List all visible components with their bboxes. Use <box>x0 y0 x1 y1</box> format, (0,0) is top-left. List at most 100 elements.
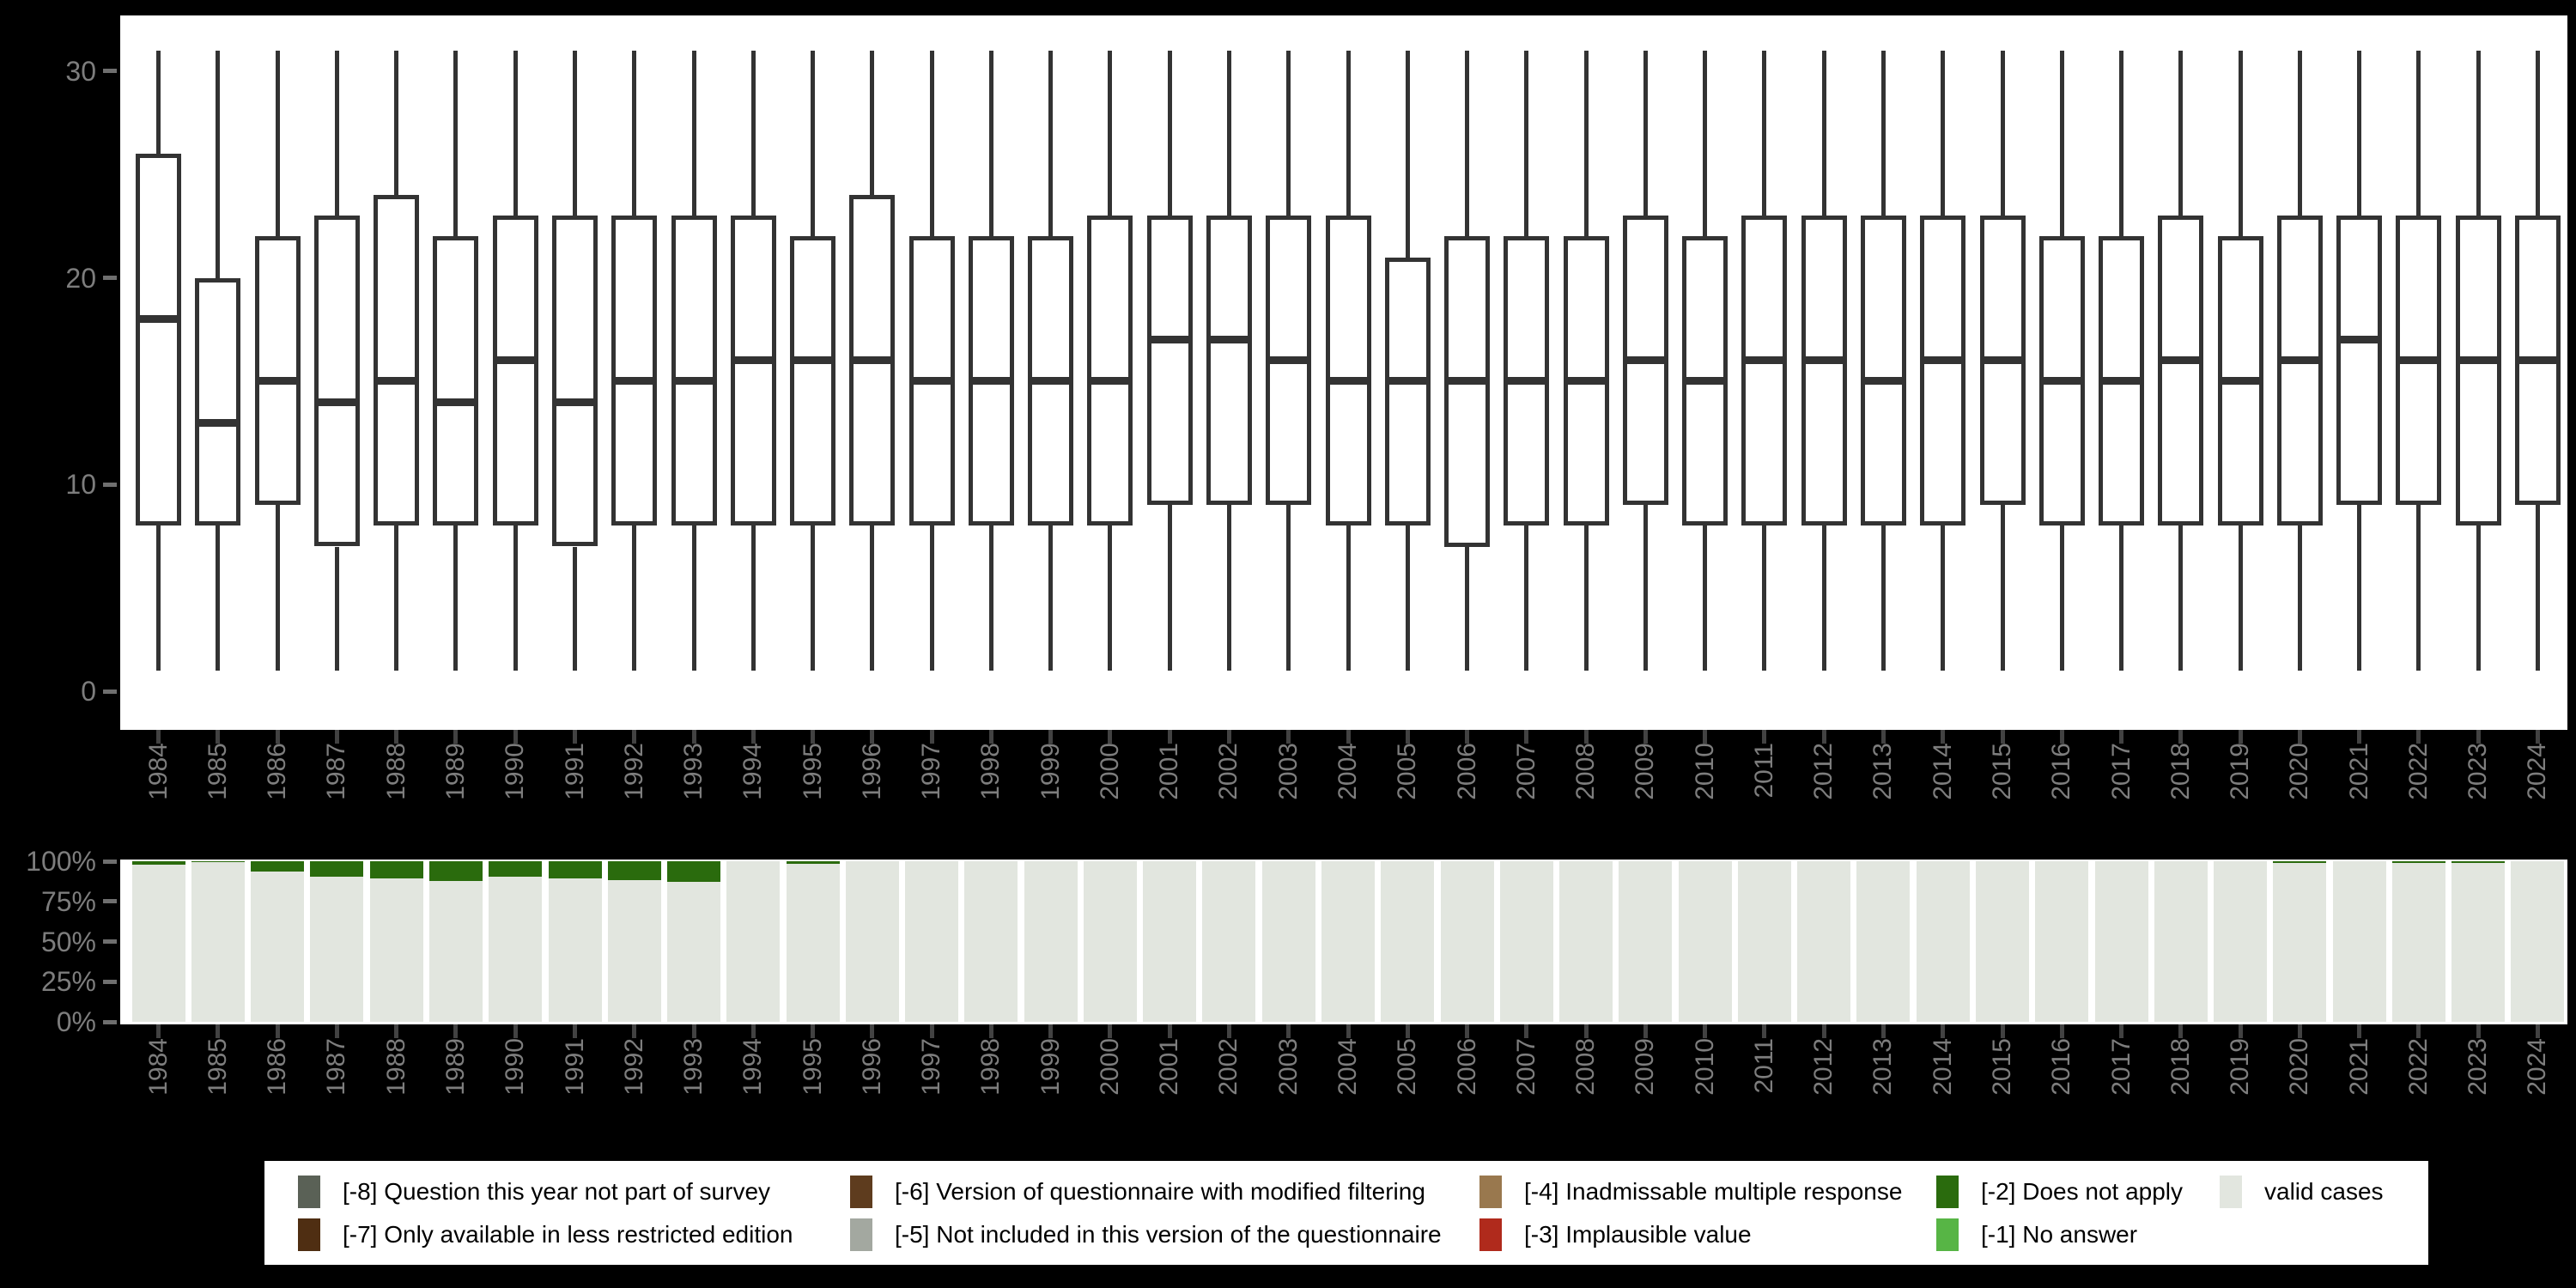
bar-axis-year-label: 1999 <box>1036 1038 1065 1096</box>
whisker-lower <box>1048 526 1054 671</box>
x-axis-year-label: 2014 <box>1928 743 1957 800</box>
x-axis-year-label: 1993 <box>679 743 708 800</box>
bar-axis-tick-mark <box>1643 1024 1648 1038</box>
legend-label: valid cases <box>2264 1178 2384 1205</box>
bar-axis-tick-mark <box>573 1024 578 1038</box>
whisker-upper <box>1108 50 1113 216</box>
bar-axis-tick-mark <box>2297 1024 2302 1038</box>
median-line <box>1979 356 2026 365</box>
bar-axis-year-label: 1993 <box>679 1038 708 1096</box>
whisker-upper <box>1524 50 1529 237</box>
x-axis-tick-mark <box>2297 730 2302 744</box>
bar-axis-tick-mark <box>1346 1024 1351 1038</box>
whisker-upper <box>1821 50 1826 216</box>
box-iqr <box>374 195 420 526</box>
whisker-lower <box>1524 526 1529 671</box>
stacked-bar <box>369 861 423 1022</box>
stacked-bar <box>310 861 364 1022</box>
bar-axis-tick-mark <box>1226 1024 1231 1038</box>
box-iqr <box>492 216 538 526</box>
x-axis-year-label: 2019 <box>2226 743 2255 800</box>
whisker-lower <box>1108 526 1113 671</box>
y-axis-tick-label: 20 <box>65 262 96 294</box>
x-axis-year-label: 2012 <box>1809 743 1838 800</box>
stacked-bar <box>786 861 840 1022</box>
median-line <box>1801 356 1847 365</box>
whisker-upper <box>334 50 339 216</box>
median-line <box>1563 377 1609 386</box>
bar-segment-does-not-apply <box>191 861 245 863</box>
whisker-lower <box>2119 526 2124 671</box>
bar-axis-tick-mark <box>513 1024 518 1038</box>
bar-axis-year-label: 1991 <box>560 1038 589 1096</box>
whisker-lower <box>750 526 756 671</box>
x-axis-year-label: 2016 <box>2047 743 2076 800</box>
whisker-upper <box>1941 50 1946 216</box>
median-line <box>1146 336 1193 344</box>
legend-swatch <box>298 1176 320 1208</box>
x-axis-year-label: 2003 <box>1273 743 1303 800</box>
percent-axis-tick-mark <box>103 859 117 864</box>
median-line <box>2336 336 2383 344</box>
percent-axis-tick-label: 25% <box>40 966 96 998</box>
percent-axis-tick-label: 100% <box>26 846 96 877</box>
whisker-upper <box>2119 50 2124 237</box>
bar-axis-tick-mark <box>2178 1024 2184 1038</box>
whisker-upper <box>1583 50 1589 237</box>
median-line <box>1504 377 1550 386</box>
median-line <box>313 398 360 406</box>
bar-segment-does-not-apply <box>667 861 721 883</box>
whisker-lower <box>691 526 696 671</box>
x-axis-year-label: 1989 <box>440 743 470 800</box>
legend-label: [-6] Version of questionnaire with modif… <box>895 1178 1425 1205</box>
x-axis-tick-mark <box>216 730 221 744</box>
y-axis-tick-mark <box>103 689 117 694</box>
bar-axis-tick-mark <box>2357 1024 2362 1038</box>
percent-axis-tick-mark <box>103 1019 117 1024</box>
whisker-upper <box>2059 50 2064 237</box>
whisker-lower <box>1405 526 1410 671</box>
whisker-lower <box>2178 526 2184 671</box>
bar-axis-year-label: 2003 <box>1273 1038 1303 1096</box>
median-line <box>849 356 896 365</box>
stacked-bar <box>1202 861 1256 1022</box>
legend-swatch <box>1936 1176 1959 1208</box>
bar-segment-does-not-apply <box>2451 861 2506 863</box>
bar-axis-year-label: 1987 <box>322 1038 351 1096</box>
box-iqr <box>1860 216 1906 526</box>
median-line <box>908 377 955 386</box>
bar-axis-tick-mark <box>1583 1024 1589 1038</box>
x-axis-tick-mark <box>1703 730 1708 744</box>
whisker-upper <box>275 50 280 237</box>
median-line <box>2217 377 2263 386</box>
whisker-upper <box>1465 50 1470 237</box>
x-axis-tick-mark <box>2000 730 2005 744</box>
y-axis-tick-label: 0 <box>81 676 96 707</box>
bar-axis-year-label: 2012 <box>1809 1038 1838 1096</box>
legend-label: [-7] Only available in less restricted e… <box>343 1221 793 1248</box>
whisker-lower <box>394 526 399 671</box>
whisker-lower <box>2297 526 2302 671</box>
bar-axis-tick-mark <box>2000 1024 2005 1038</box>
whisker-lower <box>2535 505 2540 671</box>
median-line <box>2514 356 2561 365</box>
x-axis-year-label: 2005 <box>1393 743 1422 800</box>
median-line <box>1622 356 1668 365</box>
median-line <box>1920 356 1966 365</box>
median-line <box>2099 377 2145 386</box>
median-line <box>1682 377 1728 386</box>
whisker-lower <box>2000 505 2005 671</box>
x-axis-tick-mark <box>929 730 934 744</box>
median-line <box>2276 356 2323 365</box>
whisker-upper <box>2535 50 2540 216</box>
bar-axis-tick-mark <box>1762 1024 1767 1038</box>
x-axis-tick-mark <box>1880 730 1886 744</box>
box-iqr <box>254 236 301 506</box>
bar-segment-does-not-apply <box>131 861 185 865</box>
whisker-upper <box>632 50 637 216</box>
whisker-upper <box>2297 50 2302 216</box>
bar-axis-year-label: 2002 <box>1214 1038 1243 1096</box>
percent-axis-tick-label: 75% <box>40 885 96 917</box>
x-axis-year-label: 1985 <box>203 743 232 800</box>
bar-axis-year-label: 1992 <box>619 1038 648 1096</box>
